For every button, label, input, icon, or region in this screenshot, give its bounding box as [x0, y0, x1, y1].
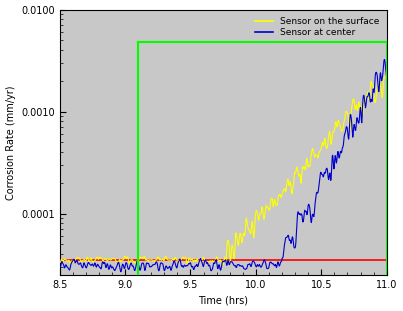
- X-axis label: Time (hrs): Time (hrs): [198, 295, 248, 305]
- Y-axis label: Corrosion Rate (mm/yr): Corrosion Rate (mm/yr): [6, 85, 16, 200]
- Legend: Sensor on the surface, Sensor at center: Sensor on the surface, Sensor at center: [252, 14, 382, 40]
